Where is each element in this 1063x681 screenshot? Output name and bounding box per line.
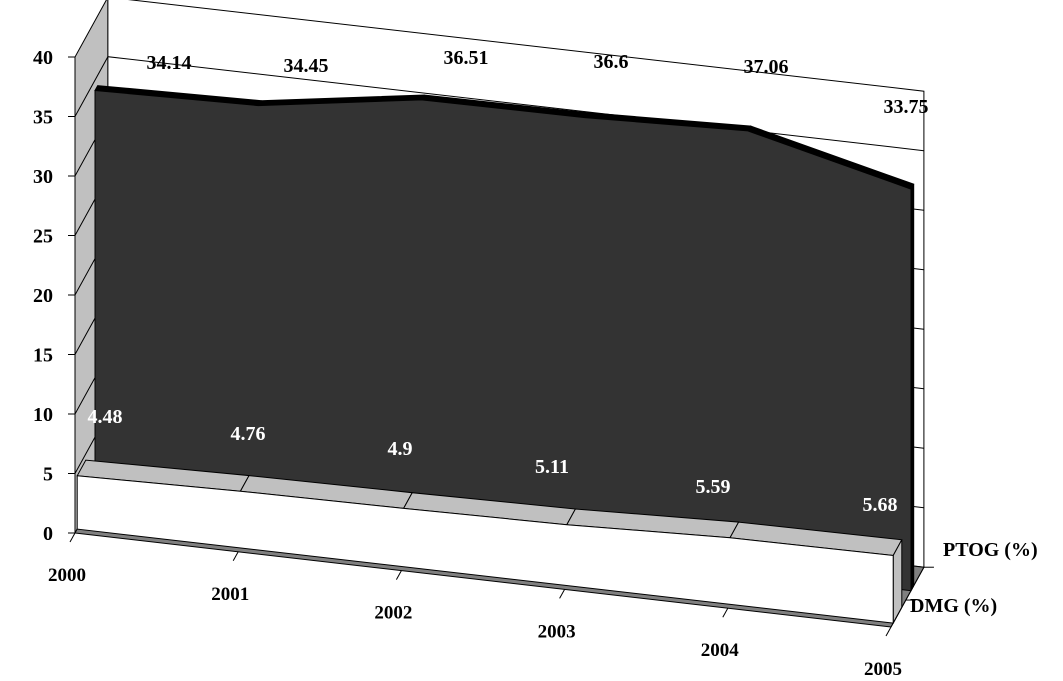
data-label-ptog: 34.45 — [284, 55, 329, 77]
data-label-dmg: 4.9 — [388, 438, 413, 460]
x-tick — [885, 626, 892, 637]
category-label: 2002 — [374, 603, 412, 624]
y-tick-label: 0 — [43, 523, 53, 545]
data-label-dmg: 4.76 — [231, 423, 266, 445]
data-label-ptog: 34.14 — [147, 52, 192, 74]
x-tick — [722, 607, 729, 618]
ptog-series — [94, 85, 915, 592]
x-tick — [69, 532, 76, 543]
ptog-front-face — [94, 89, 912, 592]
y-tick-label: 5 — [43, 464, 53, 486]
axes: 0 5 10 15 20 25 30 35 40 2000 2001 2002 2003 2004 2005… — [33, 47, 1038, 680]
data-label-ptog: 33.75 — [884, 96, 929, 118]
data-label-dmg: 5.11 — [535, 456, 569, 478]
category-label: 2001 — [211, 584, 249, 605]
dmg-front-face — [76, 475, 894, 624]
category-label: 2004 — [701, 640, 740, 661]
data-labels: 34.14 34.45 36.51 36.6 37.06 33.75 4.48 4.76 4.9… — [88, 47, 929, 516]
data-label-ptog: 36.6 — [594, 51, 629, 73]
y-tick-label: 40 — [33, 47, 53, 69]
x-tick — [395, 570, 402, 580]
series-label-ptog: PTOG (%) — [943, 539, 1038, 561]
data-label-dmg: 4.48 — [88, 406, 123, 428]
category-label: 2003 — [538, 621, 576, 642]
y-tick-label: 10 — [33, 404, 53, 426]
y-tick-label: 30 — [33, 166, 53, 188]
data-label-dmg: 5.68 — [863, 494, 898, 516]
category-label: 2000 — [48, 565, 86, 586]
series-label-dmg: DMG (%) — [910, 595, 997, 617]
dmg-series — [76, 459, 903, 624]
y-tick-label: 20 — [33, 285, 53, 307]
data-label-ptog: 37.06 — [744, 56, 789, 78]
x-tick — [559, 589, 566, 599]
y-tick-label: 15 — [33, 345, 53, 367]
category-label: 2005 — [864, 659, 902, 680]
x-tick — [232, 551, 239, 562]
data-label-dmg: 5.59 — [696, 476, 731, 498]
data-label-ptog: 36.51 — [444, 47, 489, 69]
y-tick-label: 25 — [33, 226, 53, 248]
y-tick-label: 35 — [33, 107, 53, 129]
depth-axis-line — [890, 566, 925, 628]
